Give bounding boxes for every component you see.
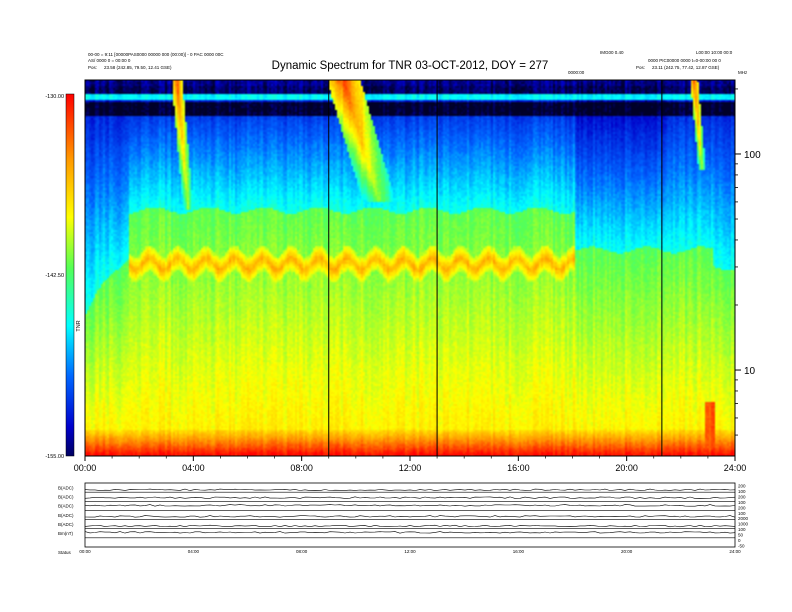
panel-x-tick-1: 04:00 — [188, 549, 200, 554]
panel-trace-3 — [84, 515, 736, 518]
x-tick-label-2: 08:00 — [290, 463, 313, 473]
header-corner-unit: MHz — [738, 70, 748, 75]
panel-right-tick-4: 200 — [738, 505, 746, 510]
panel-right-tick-1: 100 — [738, 489, 746, 494]
panel-label-4: B(ADC) — [58, 522, 74, 527]
panel-trace-4 — [84, 524, 736, 528]
colorbar-tick-bottom: -155.00 — [45, 454, 64, 460]
header-center-3: 0000:00 — [568, 70, 585, 75]
panel-label-3: B(ADC) — [58, 513, 74, 518]
panel-label-0: B(ADC) — [58, 485, 74, 490]
header-left-pos-value: 23.58 (242.85, 79.50, 12.41 GSE) — [104, 65, 172, 70]
panel-trace-1 — [84, 496, 736, 499]
panel-traces — [84, 488, 736, 539]
x-tick-label-5: 20:00 — [615, 463, 638, 473]
chart-title: Dynamic Spectrum for TNR 03-OCT-2012, DO… — [272, 60, 549, 72]
x-tick-label-4: 16:00 — [507, 463, 530, 473]
panel-right-tick-2: 200 — [738, 494, 746, 499]
panel-trace-2 — [84, 504, 736, 507]
panels-frame — [84, 482, 736, 548]
panel-right-tick-6: 2000 — [738, 516, 749, 521]
panel-right-tick-0: 200 — [738, 484, 746, 489]
panel-trace-0 — [84, 488, 736, 491]
panel-right-tick-9: 50 — [738, 533, 744, 538]
panel-x-tick-4: 16:00 — [513, 549, 525, 554]
panel-label-1: B(ADC) — [58, 495, 74, 500]
panel-right-tick-10: 0 — [738, 538, 741, 543]
header-right-1: 0000 PIC00000 0000 t=0-00:00 00 0 — [648, 58, 721, 63]
header-left-2: AS/ 0000 0 = 00:00 0 — [88, 58, 131, 63]
x-axis-ticks: 00:00 04:00 08:00 12:00 16:00 20:00 24:00 — [74, 456, 747, 473]
panel-x-tick-6: 24:00 — [729, 549, 741, 554]
x-tick-label-1: 04:00 — [182, 463, 205, 473]
x-tick-label-3: 12:00 — [399, 463, 422, 473]
header-right-pos-value: 23.11 (242.75, 77.42, 12.87 GSE) — [652, 65, 720, 70]
panel-x-tick-2: 08:00 — [296, 549, 308, 554]
header-left-pos-label: Pos: — [88, 65, 97, 70]
x-tick-label-0: 00:00 — [74, 463, 97, 473]
spectrogram-image — [85, 80, 735, 456]
panel-label-5: Bm(nT) — [58, 531, 74, 536]
header-right-pos-label: Pos: — [636, 65, 645, 70]
panel-x-tick-5: 20:00 — [621, 549, 633, 554]
panel-right-tick-11: -50 — [738, 544, 745, 549]
colorbar-tick-top: -130.00 — [45, 94, 64, 100]
panel-trace-5 — [84, 531, 736, 534]
y-tick-label-0: 100 — [744, 150, 761, 161]
panel-label-2: B(ADC) — [58, 504, 74, 509]
panel-right-tick-8: 100 — [738, 527, 746, 532]
header-center-2: L00:00 10:00 00:0 — [696, 50, 733, 55]
spectrogram-plot: 100 10 00:00 04:00 08:00 12:00 16:00 20:00 24:0… — [74, 79, 761, 473]
panel-right-tick-3: 100 — [738, 500, 746, 505]
panel-right-tick-7: 1000 — [738, 522, 749, 527]
header-center-1: IMG00 0.40 — [600, 50, 624, 55]
header-left-1: 00-00 = 9:11 [00000PAS0000 00000 000 (00… — [88, 52, 224, 57]
housekeeping-panels: B(ADC) B(ADC) B(ADC) B(ADC) B(ADC) Bm(nT) Stat… — [58, 482, 749, 555]
x-tick-label-6: 24:00 — [724, 463, 747, 473]
vertical-markers — [328, 80, 663, 456]
panel-labels: B(ADC) B(ADC) B(ADC) B(ADC) B(ADC) Bm(nT) Stat… — [58, 485, 74, 555]
y-tick-label-1: 10 — [744, 366, 756, 377]
colorbar — [65, 93, 75, 457]
panel-x-ticks: 00:00 04:00 08:00 12:00 16:00 20:00 24:00 — [79, 549, 741, 554]
panel-x-tick-0: 00:00 — [79, 549, 91, 554]
panel-x-tick-3: 12:00 — [404, 549, 416, 554]
colorbar-tick-mid: -142.50 — [45, 273, 64, 279]
y-axis-ticks: 100 10 — [735, 88, 761, 436]
colorbar-label: TNR — [76, 320, 82, 331]
panel-label-6: Status — [58, 550, 72, 555]
panel-right-tick-5: 100 — [738, 511, 746, 516]
